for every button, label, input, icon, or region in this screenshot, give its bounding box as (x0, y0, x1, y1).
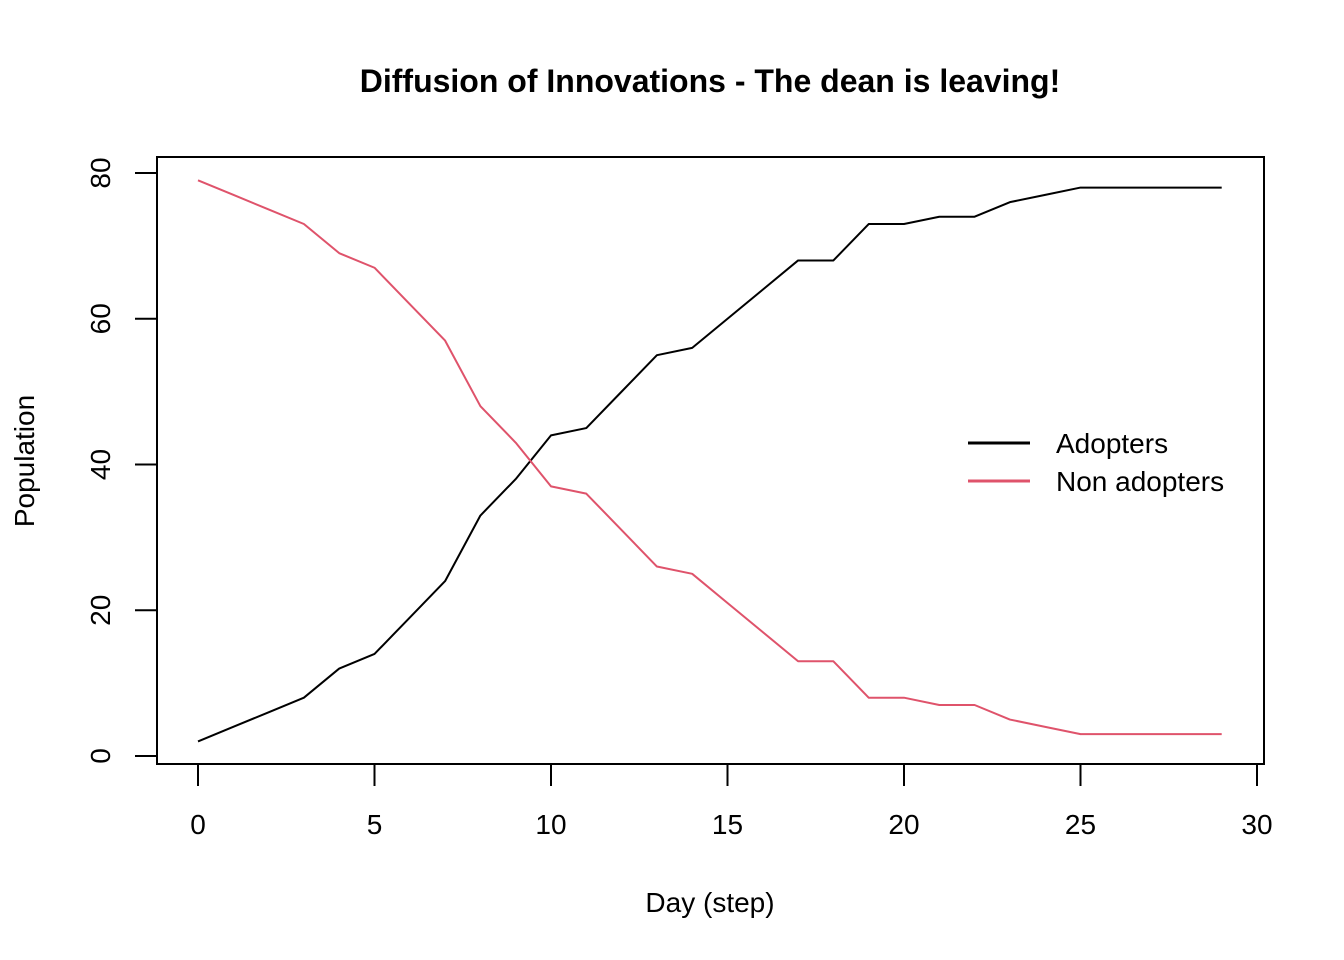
y-tick-label: 60 (85, 303, 116, 334)
y-axis-label: Population (9, 395, 40, 527)
x-axis-label: Day (step) (645, 887, 774, 918)
x-tick-label: 25 (1065, 809, 1096, 840)
legend-label-2: Non adopters (1056, 466, 1224, 497)
x-tick-label: 10 (535, 809, 566, 840)
legend: Adopters Non adopters (968, 428, 1224, 497)
plot-frame (156, 156, 1265, 765)
legend-label-1: Adopters (1056, 428, 1168, 459)
y-tick-label: 40 (85, 449, 116, 480)
x-tick-label: 30 (1241, 809, 1272, 840)
y-tick-label: 0 (85, 748, 116, 764)
y-axis: 0 20 40 60 80 (85, 157, 158, 764)
x-tick-label: 0 (190, 809, 206, 840)
x-tick-label: 5 (367, 809, 383, 840)
series-layer (197, 179, 1222, 743)
series-line-2 (197, 179, 1222, 736)
x-axis: 0 5 10 15 20 25 30 (190, 763, 1273, 840)
y-tick-label: 20 (85, 595, 116, 626)
x-tick-label: 15 (712, 809, 743, 840)
chart-title: Diffusion of Innovations - The dean is l… (360, 63, 1060, 99)
y-tick-label: 80 (85, 157, 116, 188)
x-tick-label: 20 (888, 809, 919, 840)
series-line-1 (197, 186, 1222, 743)
